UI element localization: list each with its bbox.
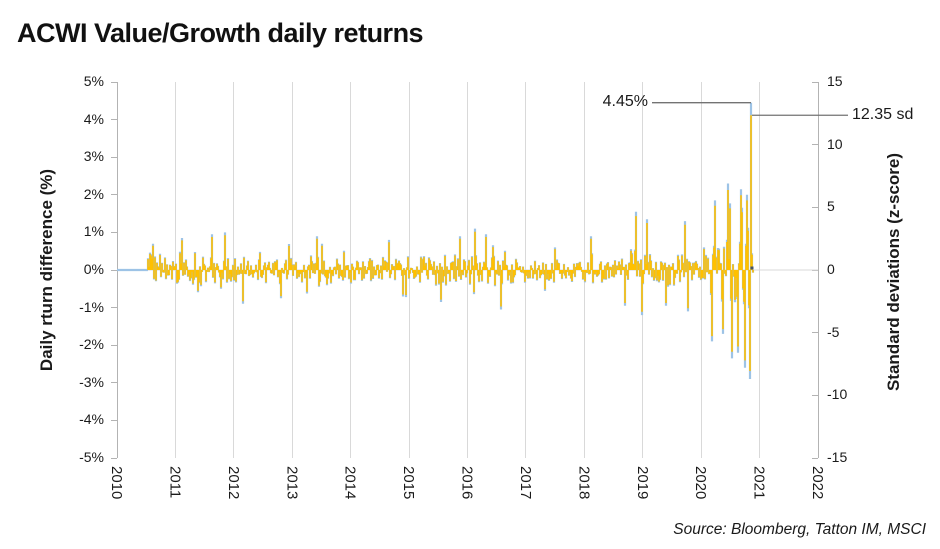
- peak-return-annotation: 4.45%: [602, 93, 648, 110]
- x-axis-tick-label: 2013: [283, 466, 301, 500]
- return-series-bars: [146, 102, 755, 379]
- left-axis-tick-label: -1%: [79, 298, 104, 315]
- left-axis-tick: [111, 344, 117, 346]
- left-axis-tick-label: 5%: [83, 73, 104, 89]
- source-note: Source: Bloomberg, Tatton IM, MSCI: [673, 521, 926, 538]
- right-axis-tick: [812, 457, 818, 459]
- right-axis-title: Standard deviations (z-score): [884, 152, 903, 392]
- left-axis-tick: [111, 419, 117, 421]
- right-axis-tick-label: 5: [827, 198, 835, 215]
- left-axis-tick-label: -2%: [79, 336, 104, 353]
- left-axis-tick: [111, 269, 117, 271]
- x-axis-tick-label: 2022: [809, 466, 826, 500]
- right-axis-tick-label: -5: [827, 323, 840, 340]
- left-axis-tick: [111, 156, 117, 158]
- x-axis-tick-label: 2012: [224, 466, 242, 500]
- x-axis-tick-label: 2011: [166, 466, 184, 499]
- last-point-marker: [750, 266, 754, 270]
- left-axis-tick-label: 3%: [83, 148, 104, 165]
- x-axis-tick-label: 2010: [108, 466, 125, 500]
- right-axis-tick-label: -10: [827, 386, 848, 403]
- x-axis-tick-label: 2014: [341, 466, 359, 500]
- left-axis-tick: [111, 81, 117, 83]
- right-axis-line: [818, 82, 819, 458]
- left-axis-tick-label: 1%: [83, 223, 104, 240]
- x-axis-tick-label: 2021: [750, 466, 768, 500]
- left-axis-tick-label: -4%: [79, 411, 104, 428]
- left-axis-tick: [111, 307, 117, 309]
- right-axis-tick-label: -15: [827, 449, 848, 465]
- right-axis-tick: [812, 144, 818, 146]
- left-axis-tick: [111, 231, 117, 233]
- left-axis-tick: [111, 382, 117, 384]
- x-axis-tick-label: 2019: [633, 466, 651, 500]
- right-axis-tick-label: 10: [827, 135, 843, 152]
- x-axis-tick-label: 2018: [575, 466, 593, 500]
- right-axis-tick-label: 0: [827, 261, 835, 277]
- x-axis-tick-label: 2017: [516, 466, 534, 500]
- left-axis-tick: [111, 119, 117, 121]
- x-axis-tick-label: 2020: [692, 466, 710, 500]
- right-axis-tick: [812, 81, 818, 83]
- x-axis-tick-label: 2015: [400, 466, 418, 500]
- right-axis-tick-label: 15: [827, 73, 843, 89]
- left-axis-title: Daily rturn difference (%): [37, 168, 56, 372]
- right-axis-tick: [812, 206, 818, 208]
- right-axis-tick: [812, 332, 818, 334]
- right-axis-tick: [812, 394, 818, 396]
- zscore-series-bars: [147, 115, 754, 371]
- peak-zscore-annotation: 12.35 sd: [852, 106, 914, 123]
- left-axis-tick-label: -5%: [79, 449, 104, 465]
- chart-title: ACWI Value/Growth daily returns: [17, 18, 424, 48]
- left-axis-tick-label: 2%: [83, 185, 104, 202]
- left-axis-tick-label: 0%: [83, 261, 104, 277]
- left-axis-tick: [111, 194, 117, 196]
- left-axis-tick-label: 4%: [83, 110, 104, 127]
- left-axis-tick: [111, 457, 117, 459]
- left-axis-tick-label: -3%: [79, 373, 104, 390]
- x-axis-tick-label: 2016: [458, 466, 476, 500]
